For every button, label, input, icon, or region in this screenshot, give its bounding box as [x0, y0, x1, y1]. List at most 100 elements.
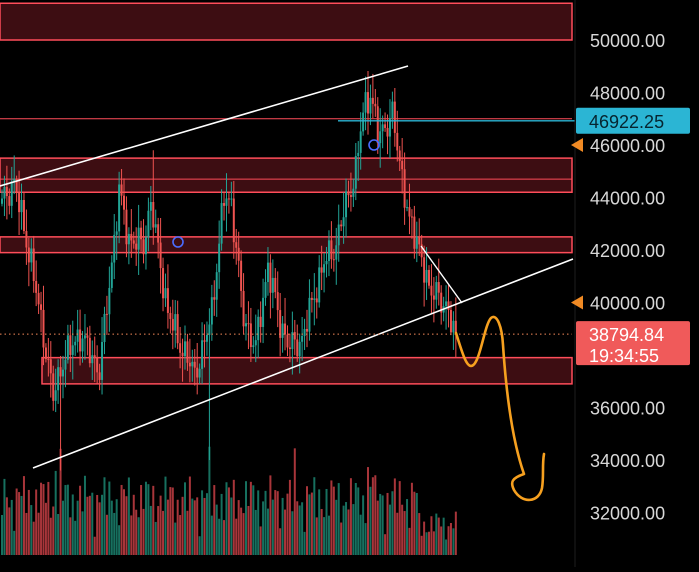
volume-bar-142: [347, 509, 350, 555]
candle-body-29: [71, 345, 74, 355]
volume-bar-167: [408, 527, 411, 555]
volume-bar-10: [25, 512, 28, 555]
volume-bar-72: [176, 499, 179, 555]
candle-body-169: [413, 216, 416, 249]
candle-body-44: [108, 287, 111, 315]
price-marker-box-0: [576, 107, 690, 134]
candle-body-75: [184, 341, 186, 357]
volume-bar-73: [179, 515, 182, 555]
volume-bar-31: [76, 500, 79, 555]
volume-bar-141: [345, 502, 348, 555]
candle-body-96: [235, 242, 238, 248]
volume-bar-96: [235, 518, 238, 555]
volume-bar-111: [271, 499, 274, 555]
volume-bar-117: [286, 493, 289, 555]
volume-bar-147: [359, 514, 362, 555]
volume-bar-90: [220, 493, 223, 555]
candle-body-111: [271, 277, 274, 293]
candle-body-68: [166, 288, 169, 313]
volume-bar-83: [203, 497, 206, 555]
volume-bar-98: [240, 507, 243, 555]
volume-bar-119: [291, 511, 294, 555]
volume-bar-68: [166, 499, 169, 555]
candle-body-10: [25, 231, 28, 248]
volume-bar-186: [454, 511, 457, 555]
candle-body-154: [376, 106, 379, 144]
volume-bar-41: [101, 494, 104, 555]
volume-bar-130: [318, 489, 321, 555]
candle-body-70: [171, 318, 174, 331]
candle-body-180: [440, 292, 443, 313]
volume-bar-64: [157, 506, 160, 555]
volume-bar-2: [5, 497, 8, 555]
candle-body-166: [406, 207, 409, 209]
candle-body-108: [264, 282, 267, 298]
candle-body-131: [320, 267, 323, 273]
volume-bar-139: [340, 522, 343, 555]
volume-bar-50: [123, 489, 125, 555]
volume-bar-38: [93, 536, 96, 555]
candle-body-110: [269, 262, 272, 293]
candle-body-13: [32, 248, 35, 282]
volume-bar-150: [367, 467, 369, 555]
volume-bar-168: [410, 482, 413, 555]
candle-body-32: [79, 329, 82, 352]
volume-bar-164: [401, 504, 404, 555]
volume-bar-22: [54, 470, 57, 555]
candle-body-92: [225, 198, 228, 206]
candle-body-151: [369, 97, 372, 114]
candle-body-134: [327, 240, 330, 262]
channel-upper-line: [0, 65, 409, 187]
volume-bar-63: [154, 521, 157, 555]
volume-bar-54: [132, 494, 135, 555]
candle-body-41: [101, 342, 104, 380]
candle-body-53: [130, 233, 133, 241]
volume-bar-185: [452, 528, 455, 555]
candle-body-16: [40, 304, 43, 310]
candle-body-157: [384, 124, 387, 128]
candle-body-147: [359, 131, 362, 153]
candle-body-43: [105, 313, 108, 315]
volume-bar-76: [186, 510, 189, 555]
y-tick-label-7: 34000.00: [590, 451, 665, 471]
volume-bar-40: [98, 502, 101, 555]
volume-bar-179: [437, 517, 440, 555]
candle-body-56: [137, 227, 140, 250]
volume-layer: [1, 446, 457, 555]
candle-body-152: [371, 97, 374, 104]
volume-bar-151: [369, 486, 372, 555]
volume-bar-78: [191, 498, 194, 555]
price-axis: 50000.00 48000.00 46000.00 44000.00 42000.00…: [571, 0, 690, 567]
volume-bar-81: [198, 536, 201, 555]
volume-bar-108: [264, 490, 267, 555]
volume-bar-92: [225, 482, 228, 555]
volume-bar-35: [86, 496, 89, 555]
y-tick-label-2: 46000.00: [590, 136, 665, 156]
candle-body-51: [125, 209, 128, 245]
alert-marker-icon-0: [571, 138, 583, 152]
candle-body-123: [301, 335, 304, 342]
volume-bar-161: [393, 478, 396, 555]
candle-body-172: [420, 244, 423, 258]
candle-body-46: [113, 234, 116, 263]
candle-body-19: [47, 359, 50, 361]
candle-body-25: [62, 369, 64, 377]
y-tick-label-6: 36000.00: [590, 399, 665, 419]
candle-body-64: [157, 224, 160, 243]
candle-body-156: [381, 124, 384, 132]
candle-body-150: [367, 92, 369, 114]
volume-bar-122: [298, 505, 301, 555]
volume-bar-178: [435, 513, 438, 555]
volume-bar-182: [445, 539, 448, 555]
volume-bar-18: [44, 502, 47, 555]
volume-bar-15: [37, 512, 40, 555]
candle-body-135: [330, 240, 333, 260]
candle-body-14: [35, 281, 38, 293]
volume-bar-80: [196, 497, 199, 555]
candle-body-50: [123, 195, 125, 210]
volume-bar-94: [230, 497, 233, 555]
volume-bar-89: [218, 518, 221, 555]
volume-bar-113: [276, 491, 279, 555]
candle-body-167: [408, 207, 411, 217]
